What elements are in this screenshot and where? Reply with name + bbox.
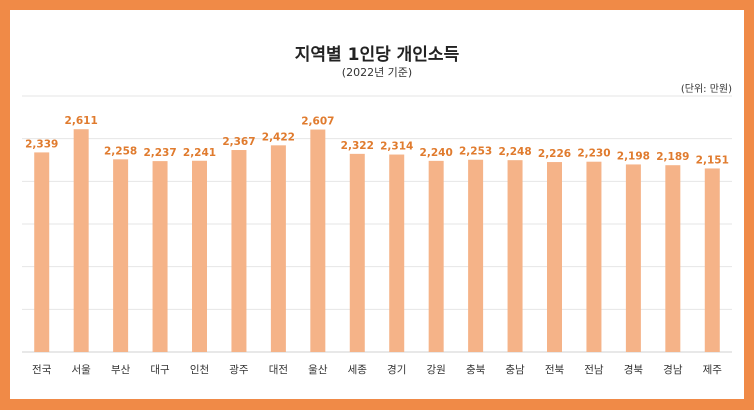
category-label: 서울 bbox=[72, 364, 92, 376]
data-label: 2,611 bbox=[65, 115, 98, 127]
data-label: 2,241 bbox=[183, 147, 216, 159]
bar-1 bbox=[73, 129, 89, 352]
category-label: 울산 bbox=[308, 364, 328, 376]
bar-3 bbox=[152, 161, 168, 352]
bar-13 bbox=[547, 162, 562, 352]
data-label: 2,339 bbox=[25, 138, 58, 150]
unit-label: (단위: 만원) bbox=[680, 84, 732, 95]
category-label: 부산 bbox=[111, 364, 131, 376]
data-label: 2,422 bbox=[262, 131, 295, 143]
data-label: 2,314 bbox=[380, 141, 413, 153]
bar-6 bbox=[270, 145, 286, 352]
bar-chart: 2,339 전국 2,611 서울 2,258 부산 2,237 대구 2,241 인천 2,367… bbox=[22, 95, 732, 376]
bar-7 bbox=[310, 129, 326, 352]
category-label: 광주 bbox=[229, 364, 249, 376]
category-label: 강원 bbox=[427, 364, 446, 376]
data-label: 2,607 bbox=[301, 116, 334, 128]
bar-9 bbox=[389, 154, 405, 352]
category-label: 제주 bbox=[703, 364, 723, 376]
data-label: 2,189 bbox=[656, 151, 689, 163]
category-label: 인천 bbox=[190, 364, 209, 376]
chart-card: 지역별 1인당 개인소득 (2022년 기준) (단위: 만원) 2,339 전국… bbox=[10, 10, 744, 399]
data-label: 2,226 bbox=[538, 148, 571, 160]
bar-12 bbox=[507, 160, 523, 352]
category-label: 충남 bbox=[505, 364, 525, 376]
data-label: 2,230 bbox=[577, 148, 610, 160]
data-label: 2,367 bbox=[222, 136, 255, 148]
bar-8 bbox=[349, 153, 365, 352]
data-label: 2,198 bbox=[617, 150, 650, 162]
bar-5 bbox=[231, 150, 247, 352]
data-label: 2,253 bbox=[459, 146, 492, 158]
bar-16 bbox=[665, 165, 681, 352]
data-label: 2,151 bbox=[696, 154, 729, 166]
category-label: 경북 bbox=[624, 363, 644, 376]
bar-17 bbox=[704, 168, 720, 352]
category-label: 대구 bbox=[150, 364, 170, 376]
bar-4 bbox=[192, 160, 207, 352]
category-label: 경기 bbox=[387, 363, 406, 376]
bar-2 bbox=[113, 159, 129, 352]
data-label: 2,322 bbox=[341, 140, 374, 152]
category-label: 전남 bbox=[584, 364, 604, 376]
bar-10 bbox=[428, 160, 444, 352]
chart-title: 지역별 1인당 개인소득 bbox=[294, 45, 460, 65]
bar-15 bbox=[625, 164, 641, 352]
category-label: 전국 bbox=[32, 364, 52, 376]
bar-11 bbox=[468, 159, 484, 352]
data-label: 2,237 bbox=[143, 147, 176, 159]
category-label: 대전 bbox=[269, 364, 288, 376]
bar-14 bbox=[586, 161, 602, 352]
chart-subtitle: (2022년 기준) bbox=[341, 66, 413, 79]
category-label: 경남 bbox=[663, 363, 683, 376]
category-label: 세종 bbox=[348, 364, 368, 376]
data-label: 2,240 bbox=[420, 147, 453, 159]
bar-0 bbox=[34, 152, 50, 352]
data-label: 2,248 bbox=[498, 146, 531, 158]
data-label: 2,258 bbox=[104, 145, 137, 157]
category-label: 전북 bbox=[545, 364, 565, 376]
category-label: 충북 bbox=[466, 364, 486, 376]
